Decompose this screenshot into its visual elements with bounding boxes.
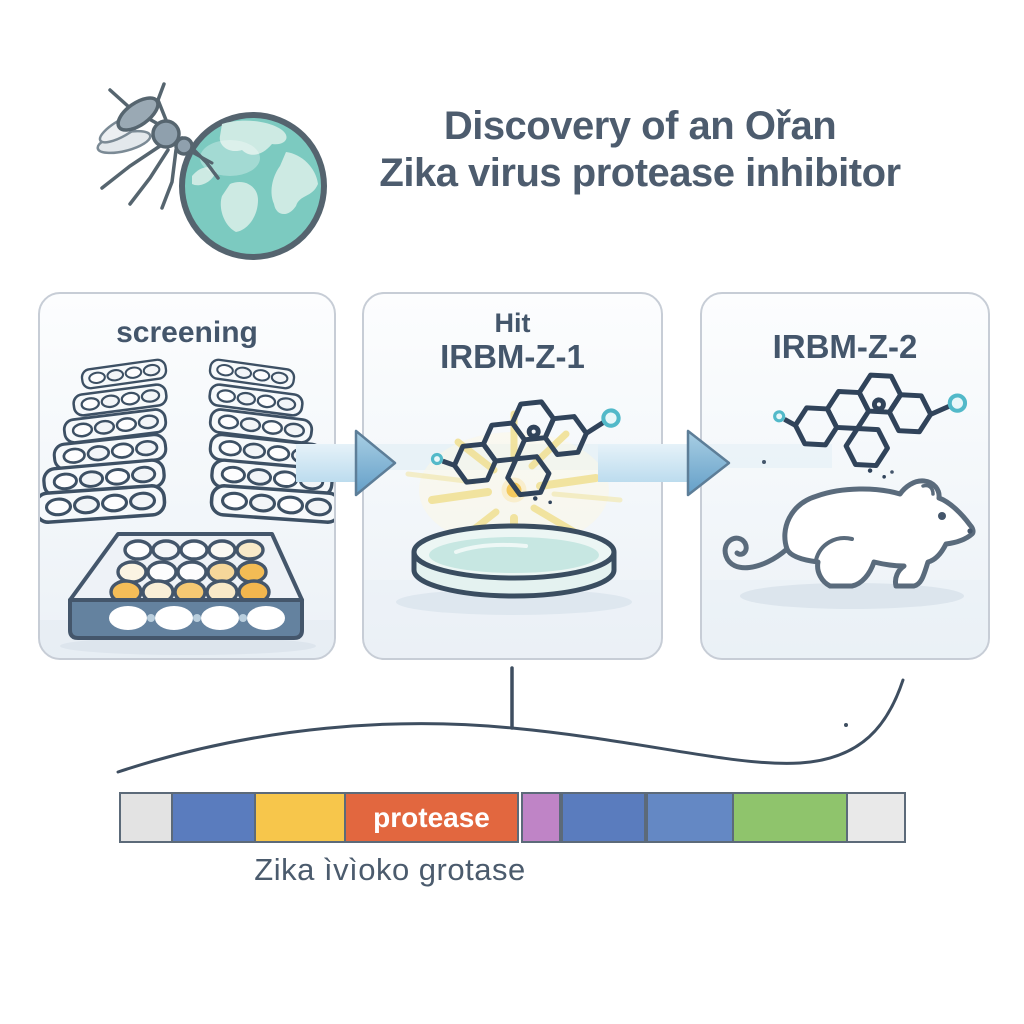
plate-stack-left-icon xyxy=(40,357,169,525)
genome-segment xyxy=(171,792,256,843)
lead-molecule-mouse-illustration xyxy=(702,294,988,658)
mosquito-globe-illustration xyxy=(96,82,327,260)
protease-label: protease xyxy=(373,802,490,833)
arrow-band xyxy=(598,444,690,482)
arrow-hit-to-lead xyxy=(598,429,731,497)
genome-segment xyxy=(561,792,646,843)
genome-segment xyxy=(846,792,906,843)
arrow-band xyxy=(296,444,358,482)
genome-segment xyxy=(732,792,848,843)
arrow-head-icon xyxy=(354,429,397,497)
arrow-head-icon xyxy=(686,429,731,497)
petri-dish-icon xyxy=(396,523,632,615)
page-title-line1: Discovery of an Ořan xyxy=(443,104,837,148)
panel-hit-subtitle: Hit xyxy=(494,308,531,338)
mosquito-icon xyxy=(96,82,220,210)
hit-molecule-petri-illustration xyxy=(364,294,661,658)
connector-swoosh xyxy=(116,678,905,774)
genome-segment xyxy=(646,792,734,843)
mouse-icon xyxy=(722,478,976,609)
genome-segment xyxy=(119,792,173,843)
speck xyxy=(890,470,894,474)
genome-segment xyxy=(521,792,561,843)
genome-bar xyxy=(119,792,906,843)
panel-hit-title: IRBM-Z-1 xyxy=(440,338,585,375)
genome-caption: Zika ìvìoko grotase xyxy=(254,852,526,887)
page-title: Discovery of an Ořan Zika virus protease… xyxy=(330,103,950,197)
panel-screening-title: screening xyxy=(116,316,258,349)
globe-icon xyxy=(179,112,327,260)
compound-plates-illustration xyxy=(40,357,334,658)
genome-segment-protease xyxy=(344,792,519,843)
page-title-line2: Zika virus protease inhibitor xyxy=(379,151,901,195)
connector-curve xyxy=(116,666,905,774)
speck xyxy=(762,460,766,464)
panel-lead-title: IRBM-Z-2 xyxy=(772,328,918,365)
panel-screening: screening xyxy=(38,292,336,660)
arrow-screening-to-hit xyxy=(296,429,397,497)
genome-segment xyxy=(254,792,346,843)
assay-tray-icon xyxy=(60,532,316,655)
speck xyxy=(844,723,848,727)
panel-lead: IRBM-Z-2 xyxy=(700,292,990,660)
